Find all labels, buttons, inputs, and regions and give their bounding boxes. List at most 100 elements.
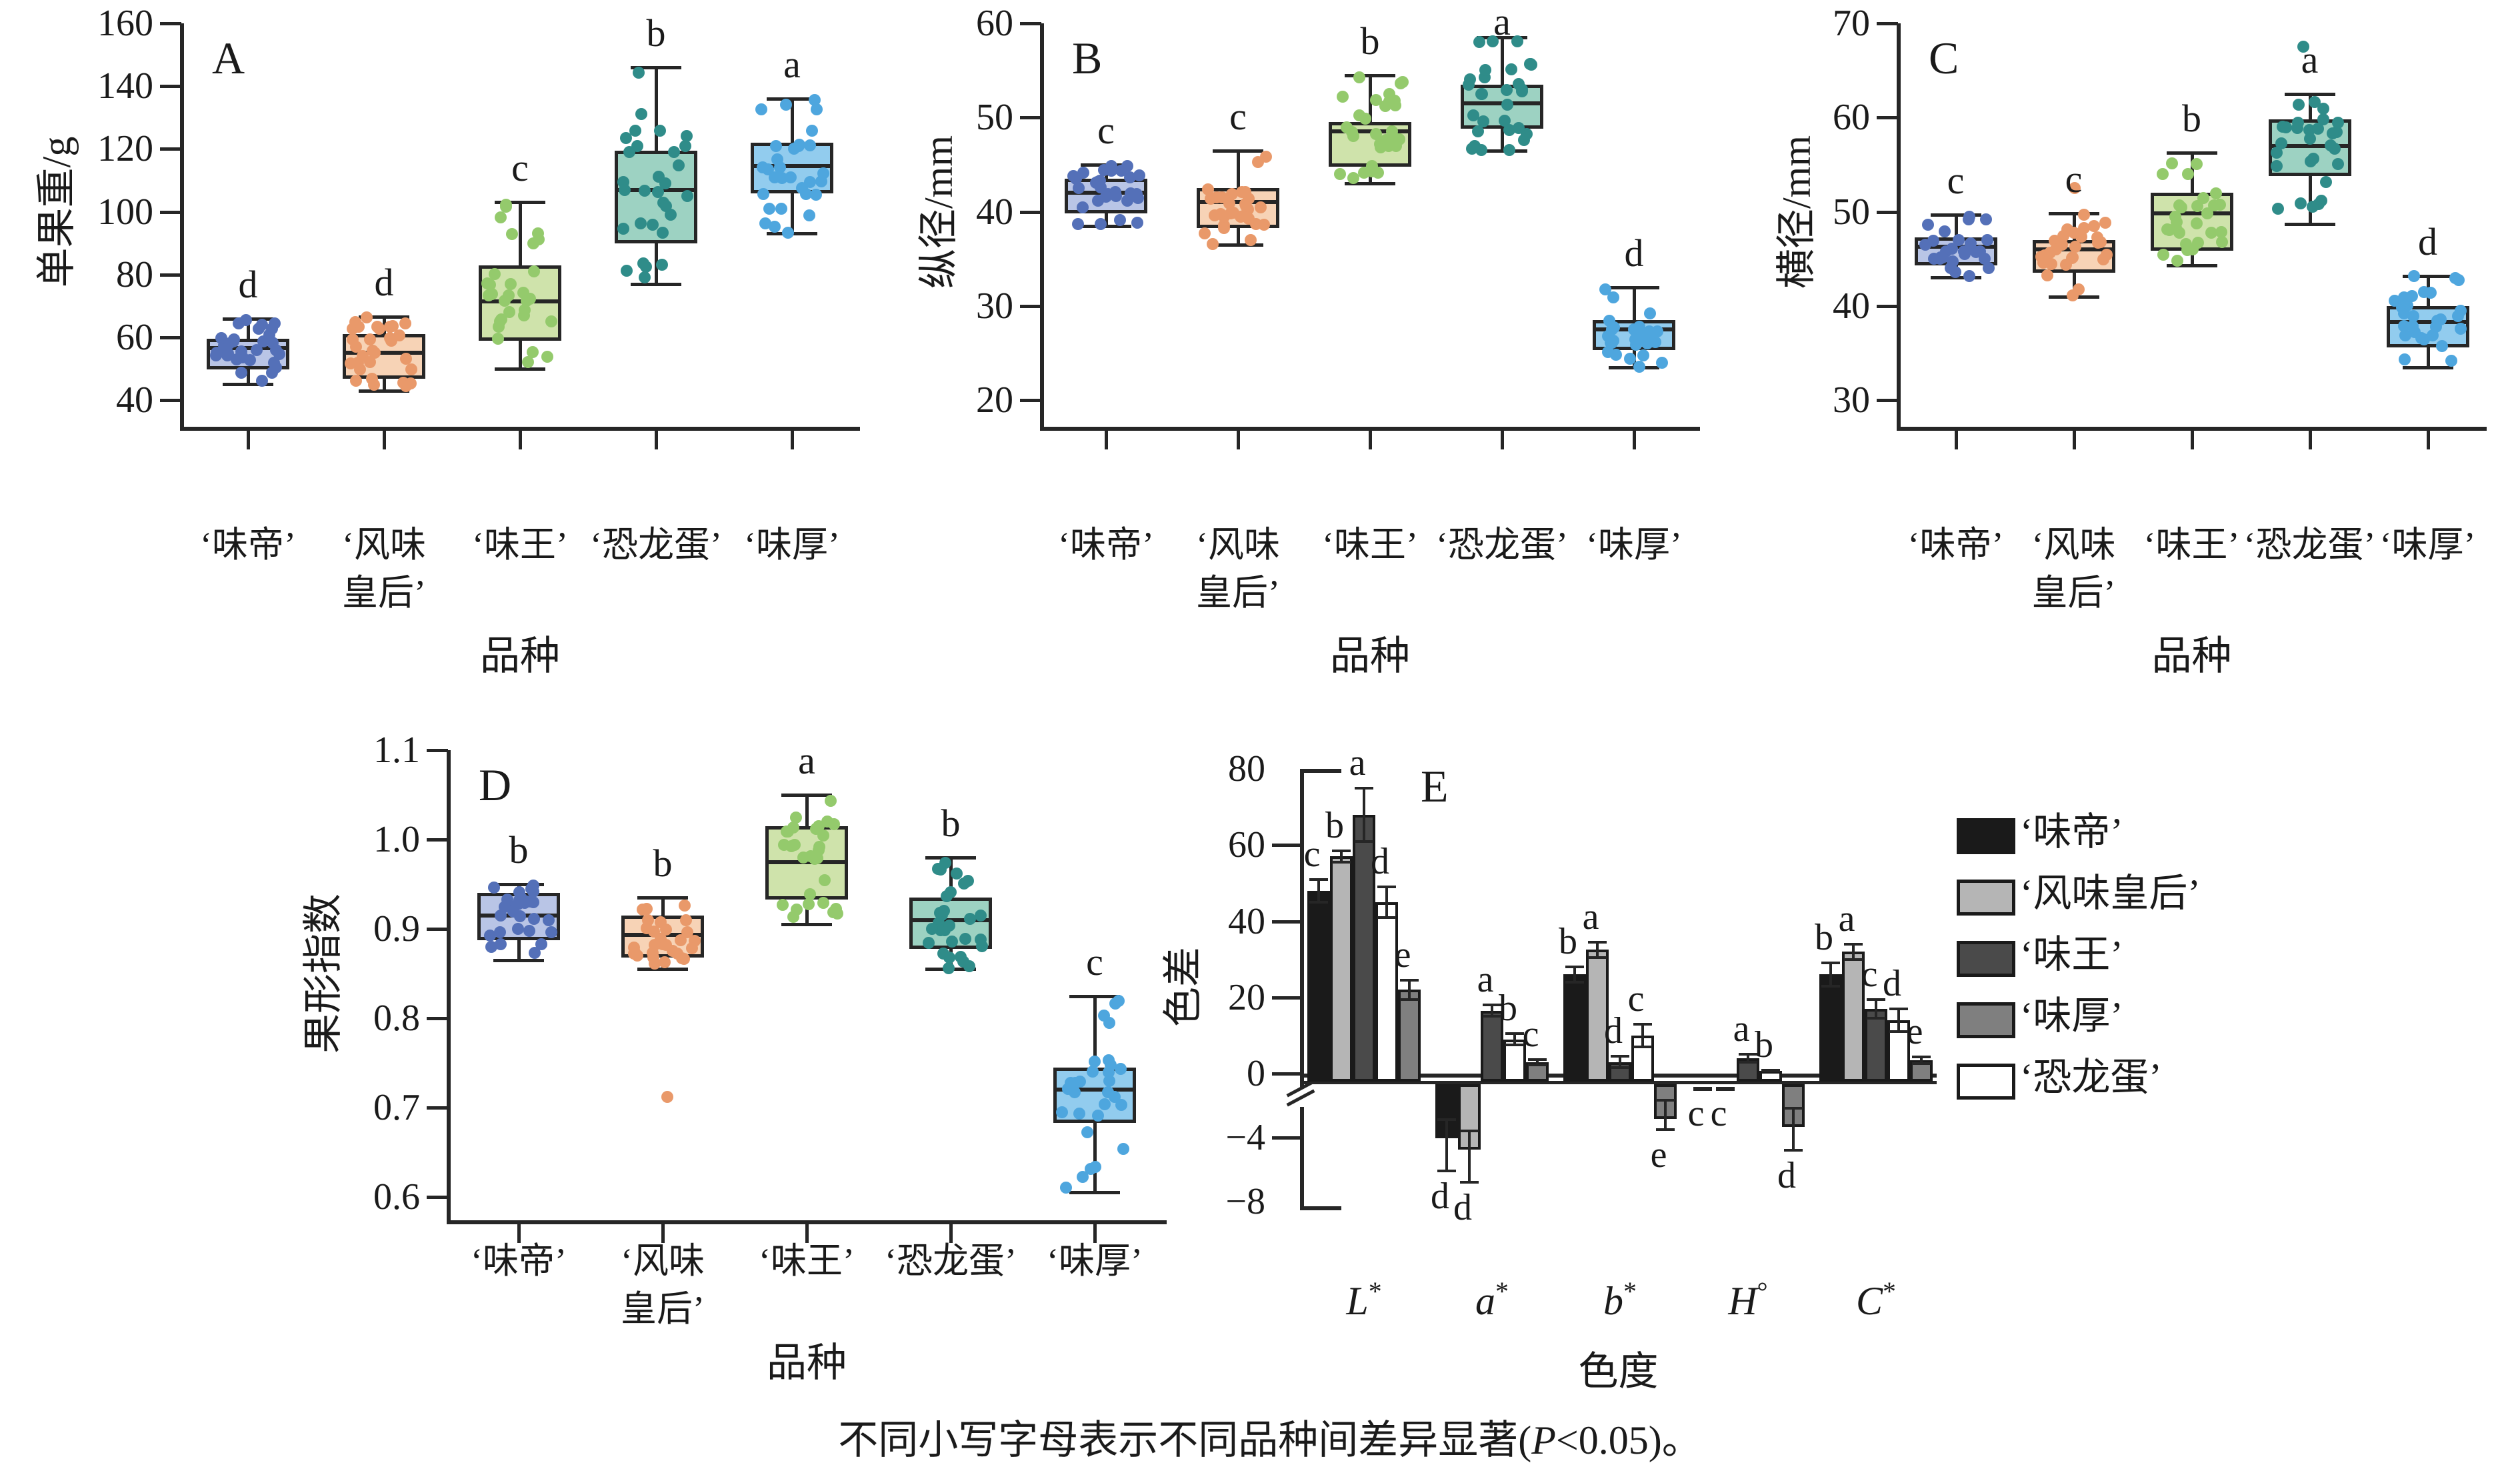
jitter-dot xyxy=(528,265,541,277)
jitter-dot xyxy=(1949,265,1962,278)
significance-letter: b xyxy=(1360,19,1380,63)
category-label: ‘恐龙蛋’ xyxy=(1436,525,1568,565)
jitter-dot xyxy=(360,311,373,323)
jitter-dot xyxy=(1109,189,1122,202)
y-tick-label: 50 xyxy=(1833,191,1870,233)
jitter-dot xyxy=(1475,88,1488,101)
whisker-line xyxy=(519,334,522,369)
error-bar-cap xyxy=(1867,998,1885,1001)
jitter-dot xyxy=(263,329,276,341)
jitter-dot xyxy=(793,139,805,151)
jitter-dot xyxy=(1059,1182,1072,1194)
whisker-cap xyxy=(767,97,817,101)
error-bar-cap xyxy=(1912,1056,1931,1059)
jitter-dot xyxy=(349,316,362,329)
whisker-line xyxy=(1093,1116,1097,1193)
jitter-dot xyxy=(957,955,970,968)
whisker-line xyxy=(2308,93,2312,120)
significance-letter: d xyxy=(1777,1155,1796,1197)
category-label: 皇后’ xyxy=(2031,573,2116,613)
chroma-category-label: L* xyxy=(1346,1276,1382,1323)
jitter-dot xyxy=(647,925,660,938)
significance-letter: d xyxy=(1624,231,1644,275)
significance-letter: c xyxy=(2065,157,2083,201)
jitter-dot xyxy=(1919,238,1931,251)
error-bar-line xyxy=(1513,1034,1516,1046)
jitter-dot xyxy=(631,949,644,962)
y-axis-title: 横径/mm xyxy=(1775,135,1819,289)
y-tick xyxy=(1020,22,1041,25)
error-bar-cap xyxy=(1437,1170,1456,1173)
jitter-dot xyxy=(2171,216,2183,229)
error-bar-cap xyxy=(1611,1055,1629,1058)
jitter-dot xyxy=(1512,122,1525,135)
error-bar-cap xyxy=(1889,1030,1908,1034)
jitter-dot xyxy=(1388,94,1401,107)
jitter-dot xyxy=(498,901,511,914)
jitter-dot xyxy=(1389,139,1402,152)
panel-letter-d: D xyxy=(479,760,512,810)
x-axis-title: 品种 xyxy=(2151,634,2232,678)
jitter-dot xyxy=(527,346,539,359)
error-bar-cap xyxy=(1332,849,1351,852)
jitter-dot xyxy=(2191,237,2204,249)
y-tick xyxy=(427,749,448,752)
jitter-dot xyxy=(1938,225,1951,237)
error-bar-line xyxy=(1897,1008,1900,1032)
jitter-dot xyxy=(776,898,789,911)
error-bar-cap xyxy=(1460,1181,1479,1184)
y-tick-label: −8 xyxy=(1225,1181,1265,1222)
whisker-line xyxy=(791,186,794,234)
jitter-dot xyxy=(1922,218,1935,231)
median-line xyxy=(2268,143,2351,148)
error-bar-cap xyxy=(1739,1060,1757,1064)
jitter-dot xyxy=(2435,313,2447,325)
jitter-dot xyxy=(483,289,495,302)
jitter-dot xyxy=(2205,227,2217,239)
jitter-dot xyxy=(1633,321,1646,333)
x-tick xyxy=(383,431,386,449)
jitter-dot xyxy=(975,934,987,946)
jitter-dot xyxy=(755,103,768,115)
jitter-dot xyxy=(1501,98,1514,111)
x-tick xyxy=(655,431,658,449)
whisker-cap xyxy=(1609,285,1659,289)
jitter-dot xyxy=(2452,309,2465,322)
jitter-dot xyxy=(1969,246,1982,259)
jitter-dot xyxy=(1098,1009,1111,1022)
jitter-dot xyxy=(495,938,507,950)
jitter-dot xyxy=(1334,168,1347,181)
whisker-line xyxy=(1237,221,1240,245)
jitter-dot xyxy=(1979,213,1992,226)
jitter-dot xyxy=(2078,208,2091,221)
bar-‘味帝’ xyxy=(1819,974,1842,1082)
y-axis-line xyxy=(447,750,451,1220)
jitter-dot xyxy=(505,228,518,241)
panel-letter-e: E xyxy=(1421,761,1449,812)
jitter-dot xyxy=(789,812,802,824)
category-label: ‘味帝’ xyxy=(471,1241,567,1281)
jitter-dot xyxy=(1353,71,1365,83)
jitter-dot xyxy=(638,271,651,284)
whisker-cap xyxy=(493,883,544,886)
jitter-dot xyxy=(2317,113,2330,126)
jitter-dot xyxy=(1503,124,1515,137)
jitter-dot xyxy=(667,146,680,159)
jitter-dot xyxy=(1091,176,1104,189)
jitter-dot xyxy=(658,956,671,968)
jitter-dot xyxy=(2407,310,2419,323)
error-bar-line xyxy=(1317,879,1320,902)
jitter-dot xyxy=(830,902,843,915)
bar-‘味王’ xyxy=(1865,1008,1887,1082)
median-line xyxy=(751,164,833,169)
jitter-dot xyxy=(2091,236,2104,249)
whisker-cap xyxy=(2284,222,2335,226)
jitter-dot xyxy=(399,352,412,365)
jitter-dot xyxy=(2067,289,2079,302)
jitter-dot xyxy=(1633,361,1646,373)
jitter-dot xyxy=(393,329,406,342)
y-tick-label: 1.1 xyxy=(373,729,420,771)
legend-swatch xyxy=(1957,1064,2015,1100)
jitter-dot xyxy=(252,323,265,335)
category-label: ‘恐龙蛋’ xyxy=(590,525,722,565)
